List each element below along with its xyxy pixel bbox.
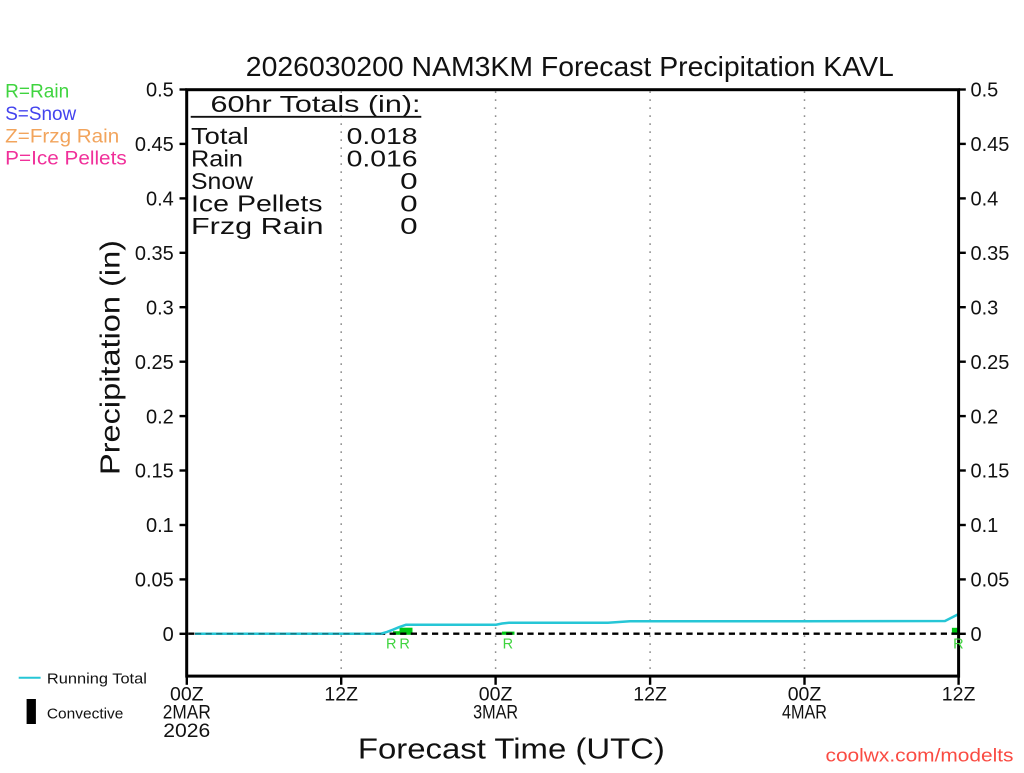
svg-text:0.3: 0.3 [146,297,174,319]
svg-text:2MAR: 2MAR [163,702,211,724]
svg-text:0.018: 0.018 [347,123,418,149]
svg-text:3MAR: 3MAR [473,702,518,724]
svg-text:0.45: 0.45 [135,134,174,156]
svg-text:Rain: Rain [191,146,243,172]
svg-text:R: R [503,636,513,652]
svg-text:Frzg Rain: Frzg Rain [191,213,324,239]
svg-text:R: R [399,636,409,652]
svg-text:0.05: 0.05 [135,570,174,592]
svg-text:0.15: 0.15 [971,461,1010,483]
svg-text:R=Rain: R=Rain [5,82,69,103]
svg-text:0.5: 0.5 [971,80,999,102]
svg-text:0.3: 0.3 [971,297,999,319]
svg-text:Forecast Time (UTC): Forecast Time (UTC) [358,734,665,766]
svg-text:2026030200 NAM3KM Forecast Pre: 2026030200 NAM3KM Forecast Precipitation… [246,51,894,82]
svg-text:Total: Total [191,123,249,149]
svg-text:00Z: 00Z [479,684,513,706]
svg-text:60hr Totals (in):: 60hr Totals (in): [211,91,421,117]
svg-text:Z=Frzg Rain: Z=Frzg Rain [5,126,119,147]
svg-text:Running Total: Running Total [47,671,147,688]
svg-text:S=Snow: S=Snow [5,104,76,125]
svg-text:0.05: 0.05 [971,570,1010,592]
svg-text:Convective: Convective [47,706,124,723]
svg-text:0.35: 0.35 [135,243,174,265]
svg-text:0: 0 [163,624,174,646]
svg-text:Ice Pellets: Ice Pellets [191,191,323,217]
svg-text:0.4: 0.4 [971,189,999,211]
svg-text:12Z: 12Z [324,684,358,706]
svg-text:0.45: 0.45 [971,134,1010,156]
svg-text:0.2: 0.2 [146,406,174,428]
svg-text:0.25: 0.25 [971,352,1010,374]
svg-text:R: R [953,636,963,652]
svg-text:0: 0 [400,213,418,239]
svg-text:0.35: 0.35 [971,243,1010,265]
svg-text:12Z: 12Z [633,684,667,706]
svg-text:0.1: 0.1 [146,515,174,537]
svg-text:12Z: 12Z [942,684,976,706]
svg-text:Snow: Snow [191,168,253,194]
svg-text:0.1: 0.1 [971,515,999,537]
svg-text:P=Ice Pellets: P=Ice Pellets [5,149,127,170]
svg-text:0.2: 0.2 [971,406,999,428]
svg-text:0.016: 0.016 [347,146,418,172]
svg-text:R: R [386,636,396,652]
svg-text:0: 0 [971,624,982,646]
svg-text:0: 0 [400,168,418,194]
svg-text:0.4: 0.4 [146,189,174,211]
svg-text:00Z: 00Z [788,684,822,706]
svg-text:coolwx.com/modelts: coolwx.com/modelts [826,746,1014,766]
svg-text:00Z: 00Z [170,684,204,706]
svg-text:Precipitation (in): Precipitation (in) [95,240,126,475]
svg-text:0.5: 0.5 [146,80,174,102]
svg-text:0: 0 [400,191,418,217]
svg-text:0.15: 0.15 [135,461,174,483]
svg-text:0.25: 0.25 [135,352,174,374]
svg-text:2026: 2026 [163,720,210,742]
svg-text:4MAR: 4MAR [782,702,827,724]
